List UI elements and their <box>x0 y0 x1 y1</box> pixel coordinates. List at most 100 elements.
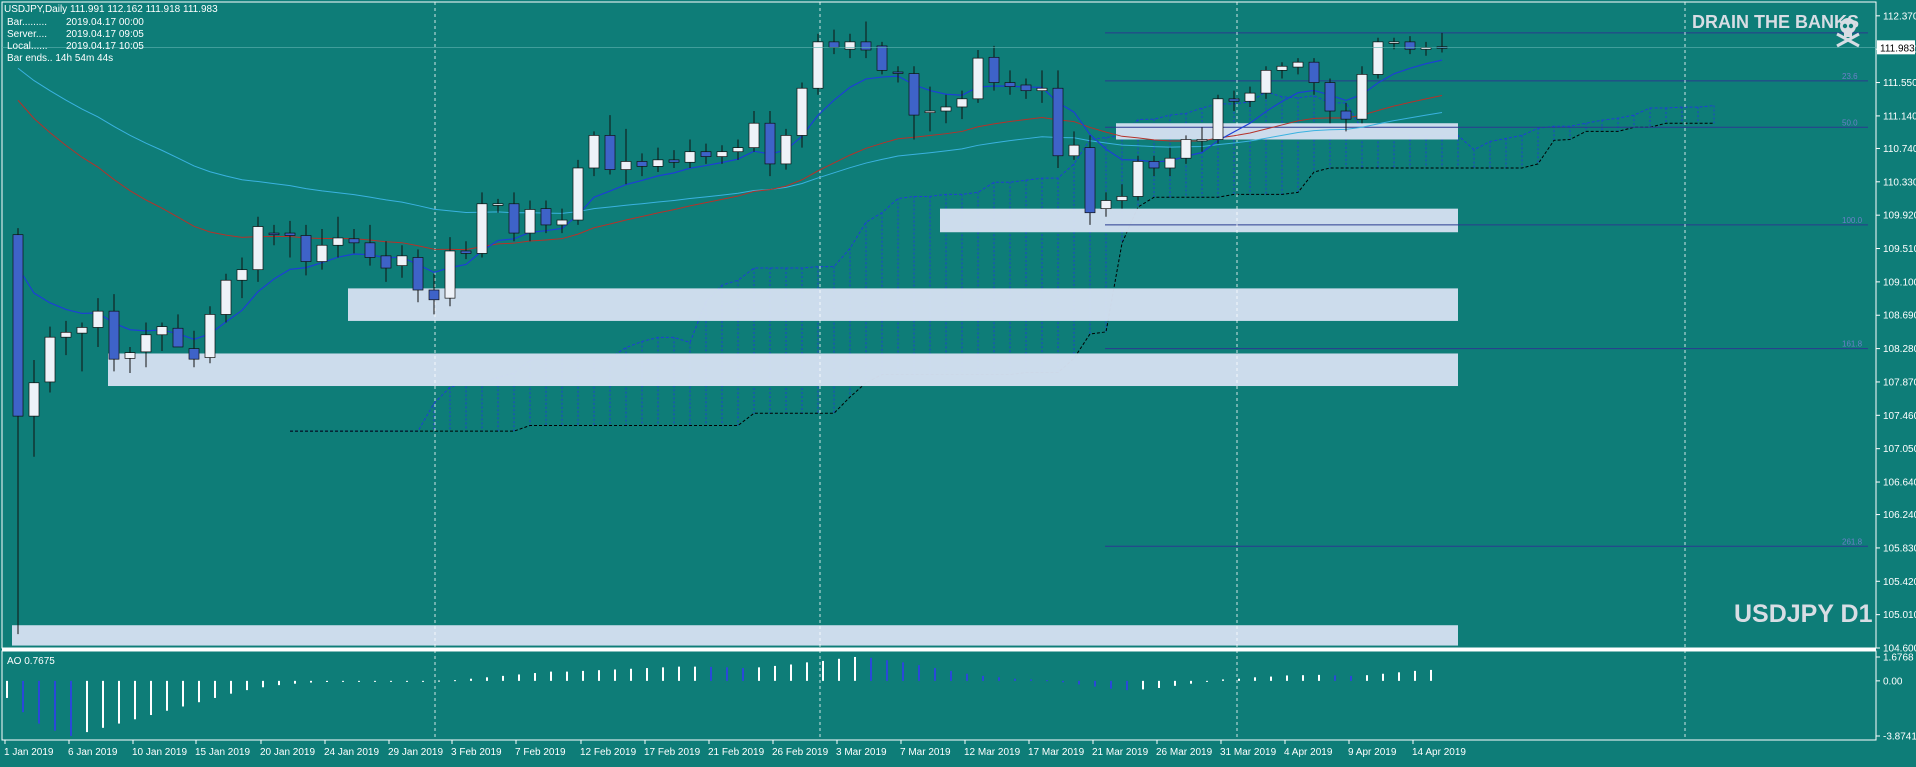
ao-bar <box>1430 669 1432 681</box>
price-candles <box>12 21 1448 635</box>
time-tick-label: 4 Apr 2019 <box>1284 747 1333 758</box>
bull-candle-body <box>1276 65 1288 71</box>
bull-candle-body <box>1212 98 1224 140</box>
fib-label: 161.8 <box>1842 340 1863 349</box>
ao-bar <box>486 677 488 681</box>
candle <box>988 45 1000 91</box>
candle <box>332 216 344 258</box>
bull-candle-body <box>524 209 536 234</box>
ao-bar <box>950 670 952 681</box>
price-tick-label: 110.330 <box>1883 177 1916 188</box>
candle <box>1036 70 1048 103</box>
bear-candle-body <box>1148 161 1160 169</box>
bear-candle-body <box>12 234 24 417</box>
bear-candle-body <box>284 232 296 236</box>
time-tick-label: 9 Apr 2019 <box>1348 747 1397 758</box>
candle <box>572 159 584 225</box>
bear-candle-body <box>1084 147 1096 214</box>
ao-bar <box>822 660 824 681</box>
bull-candle-body <box>28 382 40 417</box>
bear-candle-body <box>988 56 1000 83</box>
time-tick-label: 26 Mar 2019 <box>1156 747 1213 758</box>
ao-bar <box>1398 672 1400 681</box>
ao-frame <box>1 650 1877 741</box>
candle <box>380 241 392 282</box>
bear-candle-body <box>364 242 376 258</box>
ao-bar <box>1238 678 1240 681</box>
candle <box>1212 94 1224 144</box>
zone-rect <box>12 625 1458 646</box>
candle <box>28 359 40 457</box>
ao-bar <box>54 680 56 731</box>
candle <box>684 139 696 168</box>
price-tick-label: 109.510 <box>1883 244 1916 255</box>
bull-candle-body <box>572 167 584 221</box>
price-tick-label: 107.870 <box>1883 377 1916 388</box>
time-tick-label: 10 Jan 2019 <box>132 747 187 758</box>
bull-candle-body <box>396 255 408 266</box>
period-separators <box>434 2 1686 740</box>
candle <box>652 147 664 173</box>
ao-bar <box>86 680 88 733</box>
ao-bar <box>326 680 328 683</box>
candle <box>12 228 24 635</box>
ao-label: AO 0.7675 <box>7 656 55 667</box>
candle <box>892 66 904 83</box>
candle <box>428 273 440 315</box>
ao-bar <box>518 674 520 681</box>
bear-candle-body <box>892 71 904 74</box>
candle <box>908 66 920 140</box>
bear-candle-body <box>1324 82 1336 112</box>
bull-candle-body <box>1068 144 1080 157</box>
bull-candle-body <box>924 110 936 113</box>
candle <box>284 220 296 258</box>
candle <box>1308 58 1320 95</box>
ao-bar <box>150 680 152 716</box>
candle <box>588 131 600 177</box>
ao-bar <box>1126 680 1128 691</box>
ao-bar <box>166 680 168 711</box>
ao-bar <box>534 673 536 681</box>
ao-bar <box>1174 680 1176 686</box>
bull-candle-body <box>684 151 696 163</box>
bull-candle-body <box>60 331 72 338</box>
candle <box>1004 70 1016 95</box>
ao-bar <box>1318 674 1320 681</box>
candle <box>492 198 504 213</box>
ao-bar <box>358 680 360 682</box>
ao-bar <box>1350 675 1352 681</box>
candle <box>1148 155 1160 177</box>
candle <box>604 115 616 175</box>
current-price-badge <box>1877 40 1915 55</box>
time-tick-label: 21 Feb 2019 <box>708 747 765 758</box>
fib-label: 100.0 <box>1842 216 1863 225</box>
bull-candle-body <box>492 203 504 206</box>
candle <box>1116 184 1128 209</box>
ao-bar <box>1030 679 1032 681</box>
price-tick-label: 109.920 <box>1883 211 1916 222</box>
bull-candle-body <box>1420 47 1432 50</box>
ao-bar <box>758 667 760 681</box>
ao-bar <box>550 671 552 681</box>
candle <box>1324 78 1336 124</box>
time-tick-label: 7 Mar 2019 <box>900 747 951 758</box>
bear-candle-body <box>508 203 520 234</box>
bull-candle-body <box>1100 200 1112 210</box>
time-tick-label: 1 Jan 2019 <box>4 747 54 758</box>
candle <box>844 33 856 59</box>
candle <box>140 322 152 368</box>
bull-candle-body <box>44 336 56 383</box>
candle <box>1100 192 1112 217</box>
time-tick-label: 12 Feb 2019 <box>580 747 637 758</box>
candle <box>732 139 744 160</box>
candle <box>108 294 120 372</box>
ao-bar <box>726 667 728 681</box>
ao-bar <box>310 680 312 683</box>
ao-bar <box>502 675 504 681</box>
candle <box>620 128 632 185</box>
watermark-top: DRAIN THE BANKS <box>1692 12 1859 32</box>
price-tick-label: 106.640 <box>1883 478 1916 489</box>
bull-candle-body <box>1132 161 1144 197</box>
